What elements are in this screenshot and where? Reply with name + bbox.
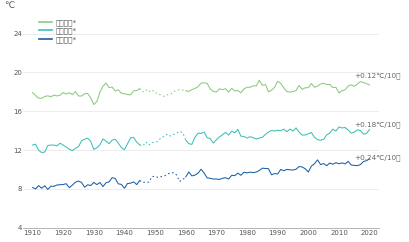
Legend: 최저기온*, 최고기온*, 평균기온*: 최저기온*, 최고기온*, 평균기온* xyxy=(38,18,78,44)
Text: +0.12℃/10년: +0.12℃/10년 xyxy=(354,73,401,79)
Y-axis label: ℃: ℃ xyxy=(4,1,14,10)
Text: +0.18℃/10년: +0.18℃/10년 xyxy=(354,121,401,128)
Text: +0.24℃/10년: +0.24℃/10년 xyxy=(354,154,401,161)
